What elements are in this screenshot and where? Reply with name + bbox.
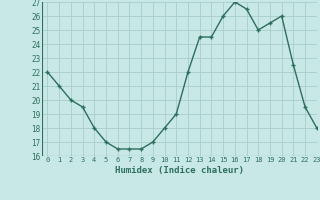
X-axis label: Humidex (Indice chaleur): Humidex (Indice chaleur)	[115, 166, 244, 175]
